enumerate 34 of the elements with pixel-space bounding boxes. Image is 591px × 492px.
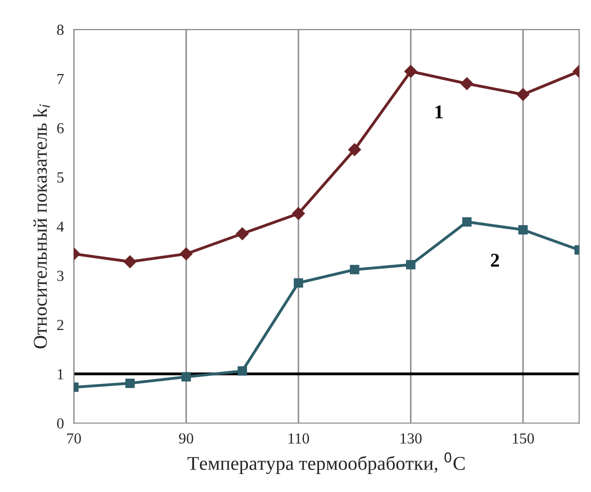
x-tick-label: 130: [400, 433, 422, 444]
x-tick-label: 90: [179, 433, 194, 444]
point: [292, 207, 305, 220]
point: [180, 247, 193, 260]
y-tick-label: 4: [56, 222, 64, 232]
point: [518, 225, 528, 234]
y-axis-title: Относительный показатель k$_{i}$: [33, 104, 50, 348]
y-tick-label: 3: [57, 270, 64, 281]
point: [294, 278, 304, 288]
y-tick-label: 7: [58, 74, 64, 84]
point: [460, 77, 474, 90]
x-tick-label: 150: [512, 433, 534, 444]
y-tick-label: 1: [58, 369, 64, 380]
x-axis-title: Температура термообработки, $^{0}$C: [188, 452, 465, 474]
point: [181, 372, 191, 382]
x-tick-label: 110: [288, 433, 310, 444]
y-tick-label: 5: [57, 172, 64, 183]
point: [462, 217, 472, 227]
point: [125, 378, 135, 388]
y-tick-label: 8: [57, 24, 64, 35]
point: [238, 366, 247, 376]
point: [236, 227, 249, 240]
point: [406, 260, 416, 270]
point: [348, 143, 362, 156]
series-label: 2: [490, 254, 499, 267]
point: [350, 264, 360, 274]
y-tick-label: 2: [57, 320, 64, 330]
x-tick-label: 70: [67, 433, 81, 444]
y-tick-label: 6: [57, 123, 64, 134]
y-tick-label: 0: [57, 418, 64, 429]
point: [404, 64, 418, 78]
series-label: 1: [436, 105, 443, 118]
point: [516, 88, 530, 101]
point: [124, 255, 136, 268]
